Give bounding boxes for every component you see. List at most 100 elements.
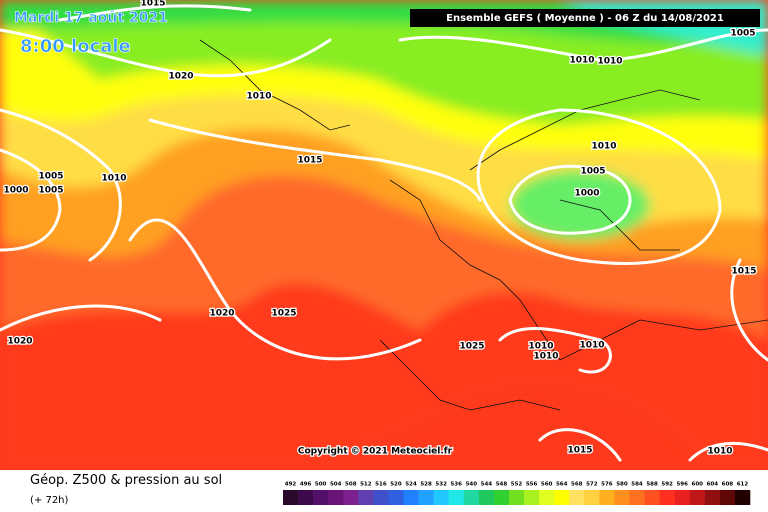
legend-swatch (629, 490, 645, 505)
legend-swatch (358, 490, 374, 505)
legend-swatch (584, 490, 600, 505)
isobar-label: 1005 (730, 29, 755, 39)
legend-level: 608 (722, 482, 734, 488)
isobar-label: 1025 (271, 309, 296, 319)
legend-swatch (704, 490, 721, 505)
isobar-label: 1010 (528, 342, 553, 352)
footer-title: Géop. Z500 & pression au sol (30, 473, 222, 488)
legend-swatch (478, 490, 495, 505)
date: Mardi 17 août 2021 (14, 10, 168, 26)
legend-level: 548 (496, 482, 508, 488)
legend-swatch (448, 490, 465, 505)
isobar-label: 1010 (591, 142, 616, 152)
isobar-label: 1015 (731, 267, 756, 277)
legend-level: 604 (707, 482, 719, 488)
legend-swatch (283, 490, 299, 505)
isobar-label: 1020 (168, 72, 193, 82)
legend-level: 560 (541, 482, 553, 488)
legend-swatch (614, 490, 630, 505)
isobars (0, 4, 768, 462)
isobar-label: 1020 (209, 309, 234, 319)
isobar-label: 1005 (580, 167, 605, 177)
legend-swatch (508, 490, 525, 505)
legend-level: 516 (375, 482, 387, 488)
legend-swatch (644, 490, 660, 505)
isobar-label: 1000 (3, 186, 28, 196)
isobar-label: 1005 (38, 172, 63, 182)
legend-level: 532 (435, 482, 447, 488)
isobar-label: 1010 (579, 341, 604, 351)
isobar-label: 1015 (140, 0, 165, 9)
isobar-label: 1000 (574, 189, 599, 199)
legend-level: 600 (692, 482, 704, 488)
field (0, 0, 768, 470)
legend-swatch (689, 490, 706, 505)
legend-swatch (719, 490, 736, 505)
isobar-label: 1010 (101, 174, 126, 184)
legend-swatch (298, 490, 314, 505)
legend-swatch (599, 490, 615, 505)
footer-lead: (+ 72h) (30, 495, 69, 506)
legend: 492 496 500 504 508 512 516 520 524 528 532 536 540 5… (283, 482, 751, 505)
legend-level: 576 (601, 482, 613, 488)
legend-swatch (373, 490, 389, 505)
copyright: Copyright © 2021 Meteociel.fr (298, 447, 453, 457)
legend-swatch (403, 490, 419, 505)
legend-level: 520 (390, 482, 402, 488)
legend-level: 580 (616, 482, 628, 488)
legend-level: 588 (646, 482, 658, 488)
legend-swatch (328, 490, 344, 505)
legend-swatch (734, 490, 751, 505)
legend-level: 500 (315, 482, 327, 488)
legend-swatch (554, 490, 570, 505)
isobar-label: 1015 (567, 446, 592, 456)
legend-level: 536 (450, 482, 462, 488)
legend-level: 592 (661, 482, 673, 488)
legend-level: 504 (330, 482, 342, 488)
header-box (410, 9, 760, 27)
coastlines (199, 39, 768, 411)
isobar-label: 1025 (459, 342, 484, 352)
legend-swatch (539, 490, 555, 505)
legend-level: 584 (631, 482, 643, 488)
isobar-label: 1010 (569, 56, 594, 66)
legend-level: 508 (345, 482, 357, 488)
legend-level: 540 (466, 482, 478, 488)
legend-level: 512 (360, 482, 372, 488)
legend-swatch (418, 490, 434, 505)
legend-swatch (463, 490, 480, 505)
legend-level: 496 (300, 482, 312, 488)
legend-level: 528 (420, 482, 432, 488)
isobar-label: 1010 (246, 92, 271, 102)
legend-swatch (313, 490, 329, 505)
isobar-label: 1010 (533, 352, 558, 362)
model-info: Ensemble GEFS ( Moyenne ) - 06 Z du 14/0… (446, 13, 724, 24)
legend-swatch (493, 490, 510, 505)
legend-level: 552 (511, 482, 523, 488)
legend-swatch (659, 490, 675, 505)
legend-level: 544 (481, 482, 493, 488)
legend-swatch (524, 490, 540, 505)
isobar-label: 1015 (297, 156, 322, 166)
local-time: 8:00 locale (20, 36, 131, 57)
isobar-label: 1020 (7, 337, 32, 347)
legend-swatch (569, 490, 585, 505)
legend-level: 556 (526, 482, 538, 488)
legend-level: 492 (285, 482, 297, 488)
legend-swatch (343, 490, 359, 505)
legend-swatch (388, 490, 404, 505)
legend-level: 568 (571, 482, 583, 488)
isobar-label: 1005 (38, 186, 63, 196)
legend-level: 572 (586, 482, 598, 488)
isobar-label: 1010 (707, 447, 732, 457)
legend-swatch (674, 490, 691, 505)
legend-level: 564 (556, 482, 568, 488)
legend-swatch (433, 490, 450, 505)
legend-level: 612 (737, 482, 749, 488)
legend-level: 524 (405, 482, 417, 488)
legend-level: 596 (676, 482, 688, 488)
isobar-label: 1010 (597, 57, 622, 67)
